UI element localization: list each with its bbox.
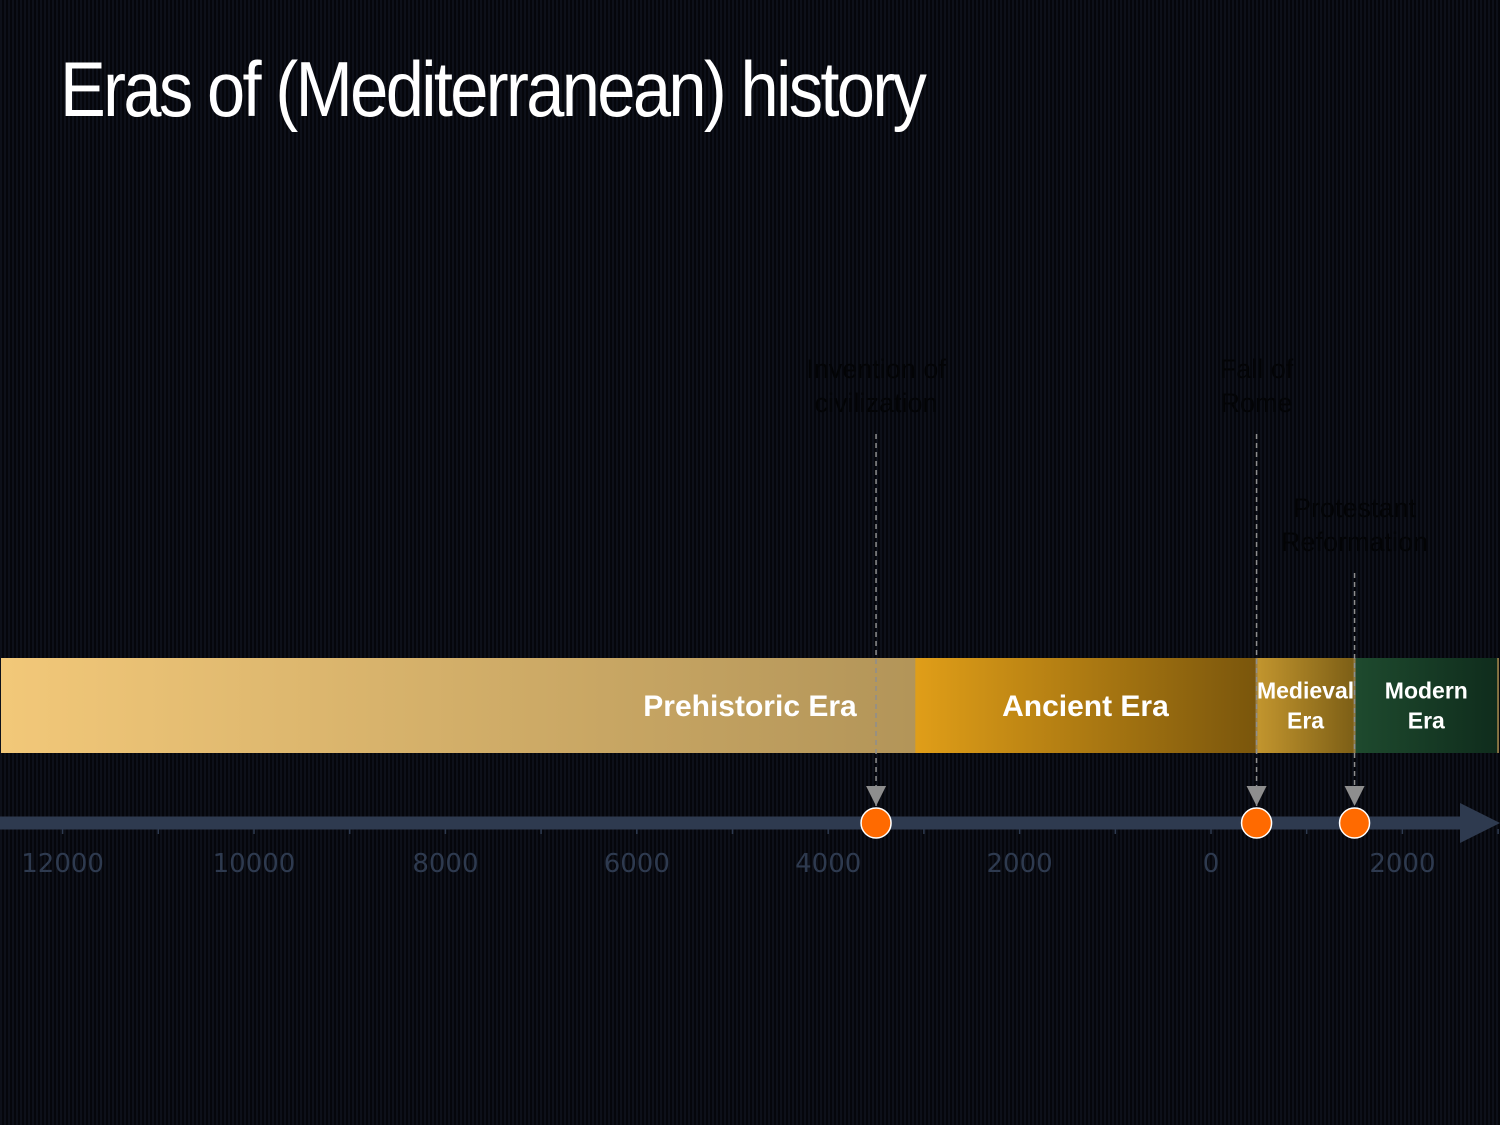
era-label: Era bbox=[1408, 708, 1445, 734]
event-label: Reformation bbox=[1281, 527, 1428, 557]
era-bands: Prehistoric Era Ancient Era Medieval Era Mod… bbox=[1, 658, 1499, 753]
era-label: Era bbox=[1287, 708, 1324, 734]
era-label: Medieval bbox=[1257, 678, 1354, 704]
era-band-ancient-era bbox=[915, 658, 1256, 753]
event-label: civilization bbox=[815, 388, 938, 418]
era-label: Ancient Era bbox=[1002, 690, 1169, 723]
tick-label: 2000 bbox=[987, 849, 1053, 879]
tick-label: 8000 bbox=[412, 849, 478, 879]
tick-label: 12000 bbox=[21, 849, 104, 879]
event-label: Fall of bbox=[1220, 354, 1294, 384]
event-dot bbox=[1338, 807, 1371, 839]
tick-label: 0 bbox=[1203, 849, 1220, 879]
tick-label: 2000 bbox=[1369, 849, 1435, 879]
event-markers: Invention of civilization Fall of Rome Prote… bbox=[806, 354, 1428, 839]
era-label: Prehistoric Era bbox=[643, 690, 857, 723]
axis-ticks: 12000 10000 8000 6000 4000 2000 0 2000 bbox=[21, 829, 1499, 879]
era-label: Modern bbox=[1385, 678, 1468, 704]
event-label: Rome bbox=[1221, 388, 1293, 418]
tick-label: 6000 bbox=[604, 849, 670, 879]
tick-label: 10000 bbox=[213, 849, 296, 879]
slide-title: Eras of (Mediterranean) history bbox=[60, 45, 927, 133]
tick-label: 4000 bbox=[795, 849, 861, 879]
event-label: Protestant bbox=[1293, 493, 1417, 523]
event-dot bbox=[1240, 807, 1273, 839]
event-label: Invention of bbox=[806, 354, 946, 384]
event-dot bbox=[860, 807, 892, 839]
event-connectors bbox=[866, 434, 1365, 806]
axis-arrowhead bbox=[1460, 803, 1500, 843]
time-axis bbox=[0, 803, 1500, 843]
era-band-medieval-era bbox=[1257, 658, 1354, 753]
era-band-modern-era bbox=[1355, 658, 1498, 753]
